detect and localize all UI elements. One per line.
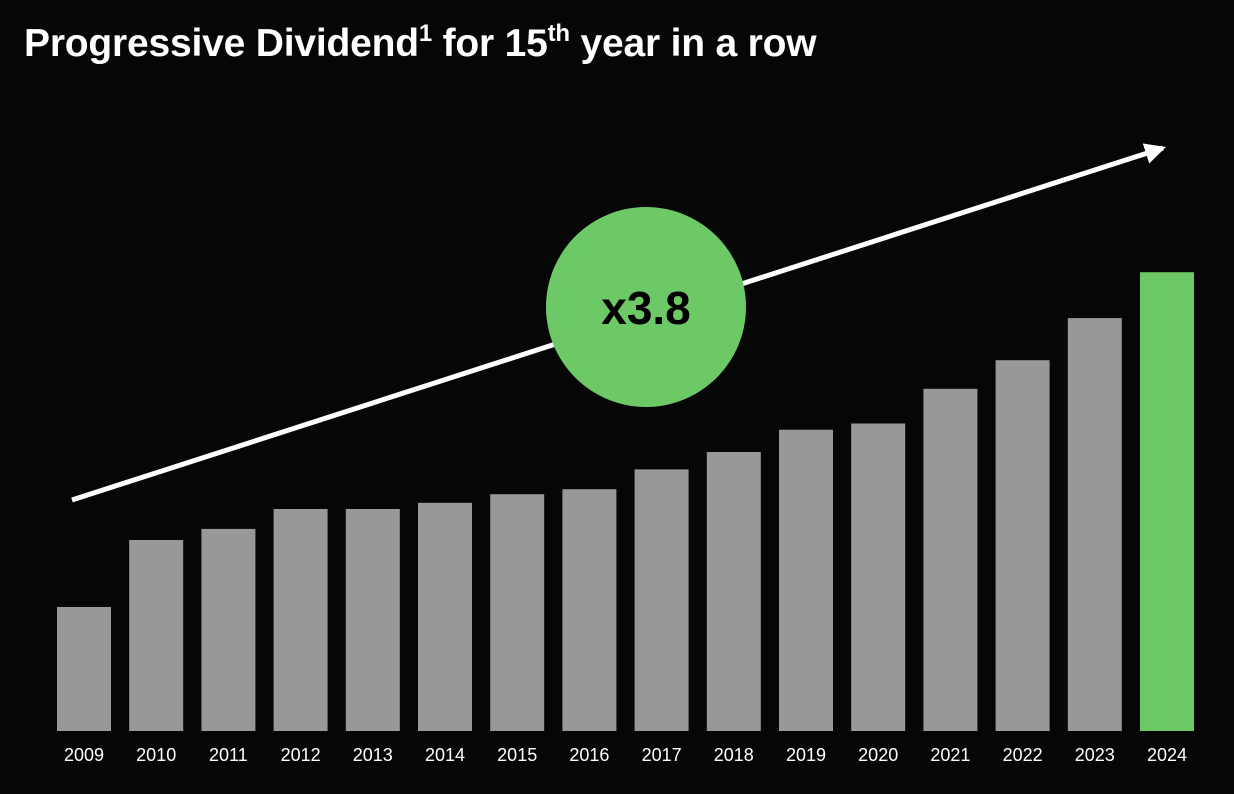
title-text-3: year in a row (569, 22, 817, 65)
x-tick-label-2018: 2018 (714, 745, 754, 765)
title-ordinal-suffix: th (547, 20, 570, 47)
bar-2019 (779, 429, 833, 731)
x-tick-label-2014: 2014 (425, 745, 465, 765)
tick-labels-group: 2009 2010 2011 2012 2013 2014 2015 2016 2017 2018… (64, 745, 1187, 765)
bar-2016 (562, 489, 617, 731)
chart-title: Progressive Dividend1 for 15th year in a… (24, 20, 817, 66)
title-text-2: for 15 (431, 22, 548, 65)
bar-2024 (1140, 272, 1194, 731)
x-tick-label-2021: 2021 (930, 745, 970, 765)
bar-2011 (201, 528, 256, 731)
title-footnote-marker: 1 (418, 20, 432, 47)
x-tick-label-2023: 2023 (1075, 745, 1115, 765)
bar-2010 (129, 540, 184, 731)
bar-2018 (706, 452, 761, 731)
x-tick-label-2010: 2010 (136, 745, 176, 765)
x-tick-label-2011: 2011 (209, 745, 248, 765)
bar-2012 (273, 509, 328, 731)
bar-2017 (634, 469, 689, 731)
x-tick-label-2015: 2015 (497, 745, 537, 765)
growth-badge (546, 207, 746, 407)
x-tick-label-2017: 2017 (642, 745, 682, 765)
bars-group (57, 272, 1194, 731)
bar-2009 (57, 607, 111, 731)
x-tick-label-2016: 2016 (569, 745, 609, 765)
x-tick-label-2024: 2024 (1147, 745, 1187, 765)
bar-2021 (923, 388, 978, 731)
x-tick-label-2009: 2009 (64, 745, 104, 765)
bar-2013 (345, 509, 400, 731)
bar-2023 (1067, 318, 1122, 731)
bar-2014 (418, 502, 472, 731)
x-tick-label-2022: 2022 (1003, 745, 1043, 765)
bar-2020 (851, 423, 906, 731)
title-text-1: Progressive Dividend (24, 22, 419, 65)
growth-multiplier-label: x3.8 (601, 282, 691, 334)
x-tick-label-2012: 2012 (281, 745, 321, 765)
x-tick-label-2013: 2013 (353, 745, 393, 765)
x-tick-label-2020: 2020 (858, 745, 898, 765)
bar-2015 (490, 494, 545, 731)
bar-2022 (995, 360, 1050, 731)
x-tick-label-2019: 2019 (786, 745, 826, 765)
